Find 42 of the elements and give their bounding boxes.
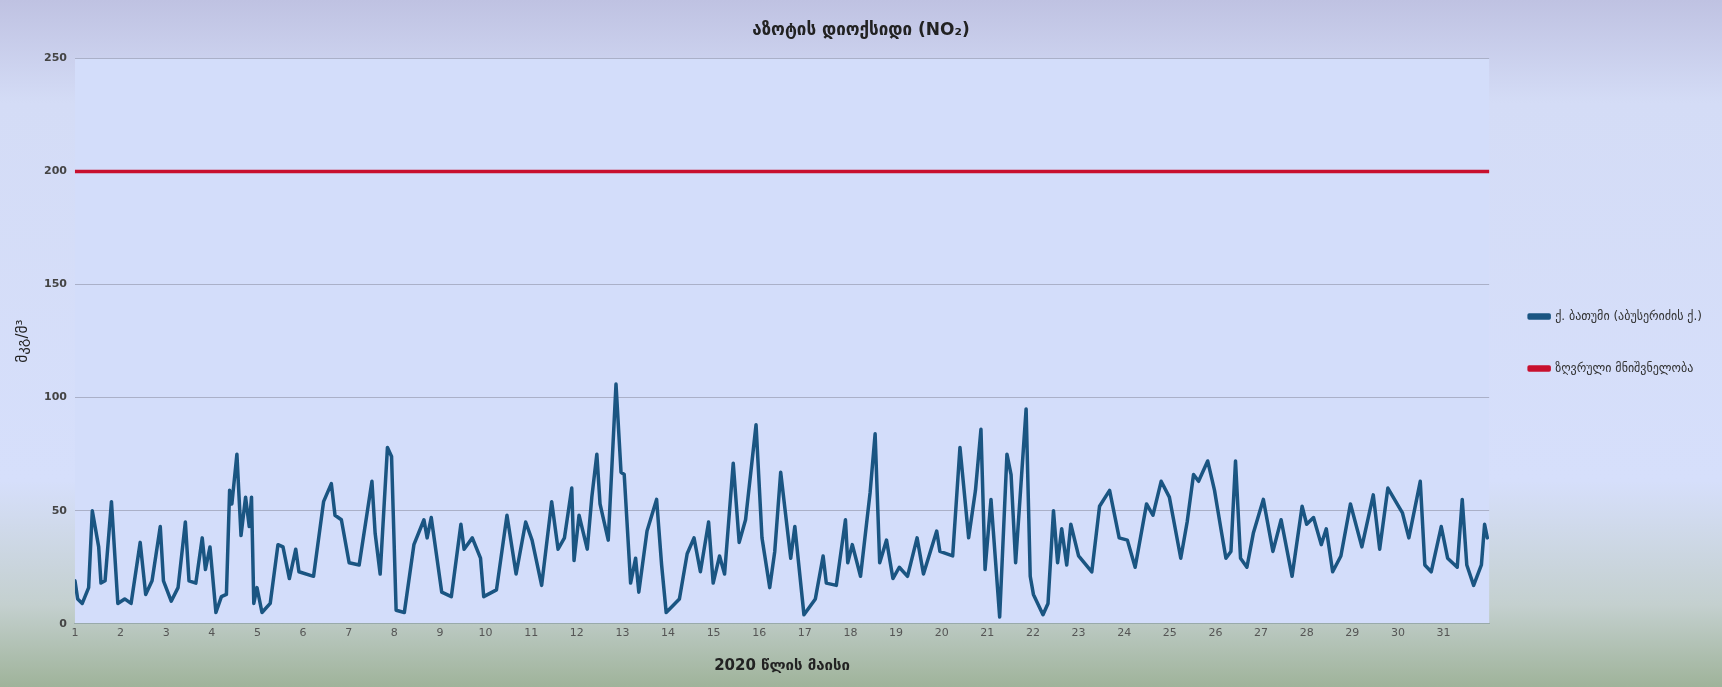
x-tick-label: 25 — [1162, 626, 1177, 640]
x-tick-label: 5 — [253, 626, 261, 640]
y-tick-label: 150 — [43, 277, 68, 291]
x-tick-label: 17 — [797, 626, 812, 640]
x-tick-label: 8 — [390, 626, 398, 640]
x-tick-label: 12 — [569, 626, 584, 640]
x-tick-label: 24 — [1117, 626, 1132, 640]
x-tick-label: 7 — [345, 626, 353, 640]
y-tick-label: 100 — [43, 390, 68, 404]
chart-title: აზოტის დიოქსიდი (NO₂) — [752, 18, 970, 39]
x-axis-title: 2020 წლის მაისი — [714, 655, 850, 674]
x-tick-label: 22 — [1025, 626, 1040, 640]
x-tick-label: 19 — [889, 626, 904, 640]
x-tick-label: 18 — [843, 626, 858, 640]
x-tick-label: 28 — [1299, 626, 1314, 640]
x-tick-label: 6 — [299, 626, 307, 640]
x-tick-label: 26 — [1208, 626, 1223, 640]
x-tick-label: 11 — [524, 626, 539, 640]
x-tick-label: 30 — [1390, 626, 1405, 640]
y-tick-label: 200 — [43, 164, 68, 178]
y-tick-label: 0 — [59, 616, 68, 630]
x-tick-label: 2 — [117, 626, 125, 640]
y-tick-label: 50 — [51, 503, 68, 517]
y-tick-label: 250 — [43, 51, 68, 65]
x-tick-label: 27 — [1254, 626, 1269, 640]
x-tick-label: 4 — [208, 626, 216, 640]
x-tick-label: 13 — [615, 626, 630, 640]
x-tick-label: 16 — [752, 626, 767, 640]
legend-label: ქ. ბათუმი (აბუსერიძის ქ.) — [1555, 308, 1703, 323]
x-tick-label: 20 — [934, 626, 949, 640]
x-tick-label: 29 — [1345, 626, 1360, 640]
x-tick-label: 31 — [1436, 626, 1451, 640]
x-tick-label: 3 — [162, 626, 170, 640]
legend-label: ზღვრული მნიშვნელობა — [1555, 360, 1694, 375]
x-tick-label: 15 — [706, 626, 721, 640]
x-tick-label: 21 — [980, 626, 995, 640]
y-axis-title: მკგ/მ³ — [12, 319, 31, 363]
x-tick-label: 9 — [436, 626, 444, 640]
x-tick-label: 1 — [71, 626, 79, 640]
x-tick-label: 23 — [1071, 626, 1086, 640]
x-tick-label: 14 — [661, 626, 676, 640]
x-tick-label: 10 — [478, 626, 493, 640]
